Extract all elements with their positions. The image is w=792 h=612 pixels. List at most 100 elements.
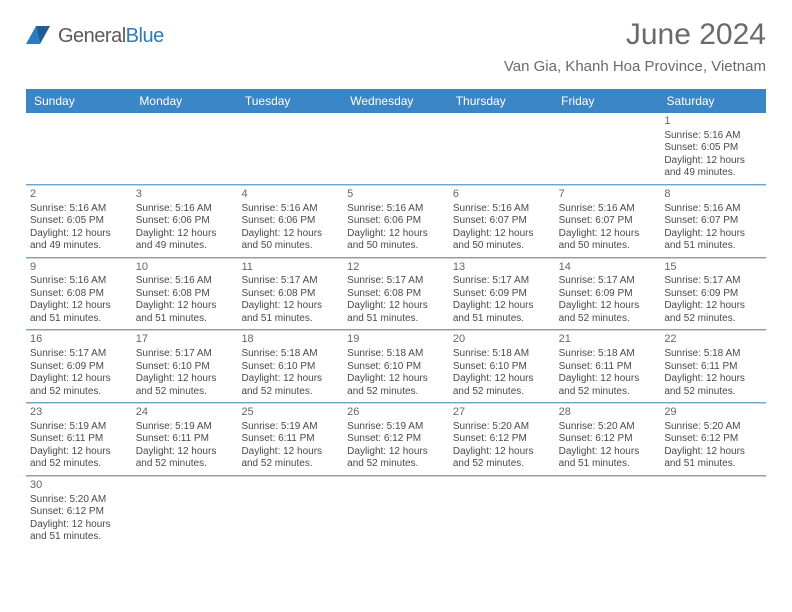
- day-cell: 23Sunrise: 5:19 AMSunset: 6:11 PMDayligh…: [26, 403, 132, 475]
- day-number: 4: [241, 188, 339, 202]
- sunset-text: Sunset: 6:11 PM: [241, 433, 339, 446]
- daylight-text: Daylight: 12 hours and 51 minutes.: [136, 300, 234, 325]
- calendar-week-row: 1Sunrise: 5:16 AMSunset: 6:05 PMDaylight…: [26, 113, 766, 185]
- day-cell: 8Sunrise: 5:16 AMSunset: 6:07 PMDaylight…: [660, 185, 766, 257]
- sunset-text: Sunset: 6:11 PM: [664, 361, 762, 374]
- daylight-text: Daylight: 12 hours and 52 minutes.: [136, 446, 234, 471]
- daylight-text: Daylight: 12 hours and 52 minutes.: [30, 373, 128, 398]
- day-number: 8: [664, 188, 762, 202]
- day-cell: 7Sunrise: 5:16 AMSunset: 6:07 PMDaylight…: [555, 185, 661, 257]
- sunset-text: Sunset: 6:10 PM: [241, 361, 339, 374]
- sunset-text: Sunset: 6:10 PM: [136, 361, 234, 374]
- empty-day-cell: [132, 476, 238, 548]
- sunset-text: Sunset: 6:07 PM: [453, 215, 551, 228]
- sunset-text: Sunset: 6:08 PM: [30, 288, 128, 301]
- sunrise-text: Sunrise: 5:18 AM: [241, 348, 339, 361]
- day-number: 21: [559, 333, 657, 347]
- sunset-text: Sunset: 6:09 PM: [559, 288, 657, 301]
- daylight-text: Daylight: 12 hours and 52 minutes.: [664, 300, 762, 325]
- daylight-text: Daylight: 12 hours and 52 minutes.: [347, 373, 445, 398]
- sunset-text: Sunset: 6:07 PM: [559, 215, 657, 228]
- month-title: June 2024: [504, 18, 766, 52]
- daylight-text: Daylight: 12 hours and 49 minutes.: [30, 228, 128, 253]
- day-header-thursday: Thursday: [450, 89, 555, 113]
- empty-day-cell: [660, 476, 766, 548]
- calendar: Sunday Monday Tuesday Wednesday Thursday…: [26, 89, 766, 548]
- calendar-week-row: 9Sunrise: 5:16 AMSunset: 6:08 PMDaylight…: [26, 258, 766, 331]
- sunset-text: Sunset: 6:12 PM: [347, 433, 445, 446]
- sunset-text: Sunset: 6:10 PM: [347, 361, 445, 374]
- day-number: 30: [30, 479, 128, 493]
- sunrise-text: Sunrise: 5:16 AM: [347, 203, 445, 216]
- daylight-text: Daylight: 12 hours and 52 minutes.: [241, 373, 339, 398]
- sunset-text: Sunset: 6:09 PM: [664, 288, 762, 301]
- day-cell: 16Sunrise: 5:17 AMSunset: 6:09 PMDayligh…: [26, 330, 132, 402]
- sunrise-text: Sunrise: 5:16 AM: [453, 203, 551, 216]
- day-number: 27: [453, 406, 551, 420]
- day-cell: 11Sunrise: 5:17 AMSunset: 6:08 PMDayligh…: [237, 258, 343, 330]
- calendar-week-row: 16Sunrise: 5:17 AMSunset: 6:09 PMDayligh…: [26, 330, 766, 403]
- sunset-text: Sunset: 6:11 PM: [30, 433, 128, 446]
- daylight-text: Daylight: 12 hours and 52 minutes.: [453, 373, 551, 398]
- day-number: 22: [664, 333, 762, 347]
- day-cell: 13Sunrise: 5:17 AMSunset: 6:09 PMDayligh…: [449, 258, 555, 330]
- day-number: 11: [241, 261, 339, 275]
- day-cell: 9Sunrise: 5:16 AMSunset: 6:08 PMDaylight…: [26, 258, 132, 330]
- sunset-text: Sunset: 6:12 PM: [559, 433, 657, 446]
- day-number: 3: [136, 188, 234, 202]
- daylight-text: Daylight: 12 hours and 52 minutes.: [559, 373, 657, 398]
- empty-day-cell: [555, 476, 661, 548]
- logo-mark-icon: [26, 24, 54, 49]
- day-cell: 12Sunrise: 5:17 AMSunset: 6:08 PMDayligh…: [343, 258, 449, 330]
- day-number: 2: [30, 188, 128, 202]
- daylight-text: Daylight: 12 hours and 52 minutes.: [347, 446, 445, 471]
- location-text: Van Gia, Khanh Hoa Province, Vietnam: [504, 58, 766, 75]
- day-number: 5: [347, 188, 445, 202]
- calendar-week-row: 30Sunrise: 5:20 AMSunset: 6:12 PMDayligh…: [26, 476, 766, 548]
- sunrise-text: Sunrise: 5:20 AM: [30, 494, 128, 507]
- day-number: 24: [136, 406, 234, 420]
- empty-day-cell: [237, 476, 343, 548]
- empty-day-cell: [343, 113, 449, 184]
- sunrise-text: Sunrise: 5:17 AM: [347, 275, 445, 288]
- daylight-text: Daylight: 12 hours and 50 minutes.: [241, 228, 339, 253]
- day-number: 7: [559, 188, 657, 202]
- daylight-text: Daylight: 12 hours and 52 minutes.: [453, 446, 551, 471]
- sunrise-text: Sunrise: 5:17 AM: [453, 275, 551, 288]
- daylight-text: Daylight: 12 hours and 51 minutes.: [30, 300, 128, 325]
- sunrise-text: Sunrise: 5:17 AM: [136, 348, 234, 361]
- sunrise-text: Sunrise: 5:16 AM: [136, 275, 234, 288]
- day-header-wednesday: Wednesday: [344, 89, 449, 113]
- sunrise-text: Sunrise: 5:18 AM: [453, 348, 551, 361]
- sunset-text: Sunset: 6:05 PM: [30, 215, 128, 228]
- empty-day-cell: [449, 113, 555, 184]
- sunset-text: Sunset: 6:12 PM: [453, 433, 551, 446]
- daylight-text: Daylight: 12 hours and 51 minutes.: [453, 300, 551, 325]
- daylight-text: Daylight: 12 hours and 51 minutes.: [30, 519, 128, 544]
- sunset-text: Sunset: 6:06 PM: [347, 215, 445, 228]
- daylight-text: Daylight: 12 hours and 50 minutes.: [453, 228, 551, 253]
- day-header-saturday: Saturday: [661, 89, 766, 113]
- day-cell: 3Sunrise: 5:16 AMSunset: 6:06 PMDaylight…: [132, 185, 238, 257]
- daylight-text: Daylight: 12 hours and 51 minutes.: [664, 228, 762, 253]
- day-number: 28: [559, 406, 657, 420]
- day-cell: 20Sunrise: 5:18 AMSunset: 6:10 PMDayligh…: [449, 330, 555, 402]
- sunrise-text: Sunrise: 5:17 AM: [559, 275, 657, 288]
- empty-day-cell: [237, 113, 343, 184]
- day-cell: 15Sunrise: 5:17 AMSunset: 6:09 PMDayligh…: [660, 258, 766, 330]
- day-cell: 14Sunrise: 5:17 AMSunset: 6:09 PMDayligh…: [555, 258, 661, 330]
- day-number: 17: [136, 333, 234, 347]
- calendar-body: 1Sunrise: 5:16 AMSunset: 6:05 PMDaylight…: [26, 113, 766, 548]
- day-cell: 1Sunrise: 5:16 AMSunset: 6:05 PMDaylight…: [660, 113, 766, 184]
- day-cell: 28Sunrise: 5:20 AMSunset: 6:12 PMDayligh…: [555, 403, 661, 475]
- day-number: 13: [453, 261, 551, 275]
- day-number: 26: [347, 406, 445, 420]
- day-number: 25: [241, 406, 339, 420]
- sunrise-text: Sunrise: 5:16 AM: [136, 203, 234, 216]
- empty-day-cell: [449, 476, 555, 548]
- brand-text-1: General: [58, 25, 126, 47]
- sunset-text: Sunset: 6:12 PM: [30, 506, 128, 519]
- day-number: 29: [664, 406, 762, 420]
- sunrise-text: Sunrise: 5:20 AM: [453, 421, 551, 434]
- brand-text-2: Blue: [126, 25, 164, 47]
